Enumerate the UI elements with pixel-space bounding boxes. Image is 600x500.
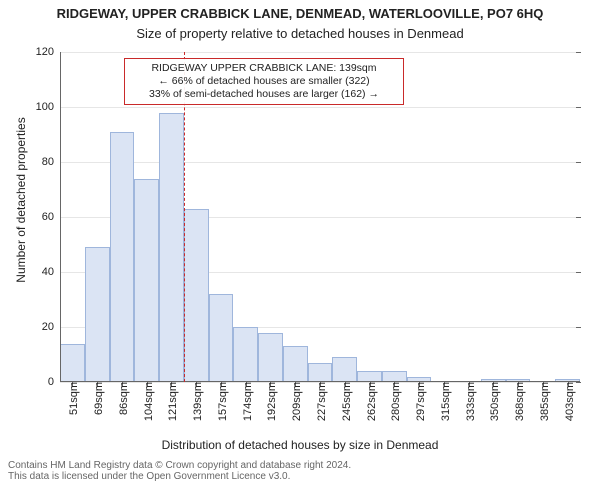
ytick-label: 60 (42, 211, 60, 223)
xtick-label: 104sqm (139, 382, 155, 421)
x-axis-line (60, 381, 580, 382)
annotation-line: 33% of semi-detached houses are larger (… (131, 88, 397, 101)
xtick-label: 69sqm (89, 382, 105, 415)
y-axis-label: Number of detached properties (14, 50, 28, 350)
histogram-bar (209, 294, 234, 382)
xtick-label: 262sqm (362, 382, 378, 421)
y-axis-line (60, 52, 61, 382)
ytick-mark (576, 52, 581, 53)
ytick-label: 0 (48, 376, 60, 388)
xtick-label: 227sqm (312, 382, 328, 421)
histogram-bar (159, 113, 184, 383)
xtick-label: 315sqm (436, 382, 452, 421)
ytick-mark (576, 382, 581, 383)
ytick-label: 20 (42, 321, 60, 333)
histogram-bar (332, 357, 357, 382)
ytick-mark (576, 162, 581, 163)
annotation-box: RIDGEWAY UPPER CRABBICK LANE: 139sqm← 66… (124, 58, 404, 105)
histogram-bar (308, 363, 333, 382)
chart-title-line2: Size of property relative to detached ho… (0, 26, 600, 41)
xtick-label: 157sqm (213, 382, 229, 421)
histogram-bar (258, 333, 283, 383)
x-axis-label: Distribution of detached houses by size … (0, 438, 600, 452)
gridline (60, 52, 580, 53)
xtick-label: 368sqm (510, 382, 526, 421)
ytick-label: 40 (42, 266, 60, 278)
histogram-bar (283, 346, 308, 382)
xtick-label: 86sqm (114, 382, 130, 415)
gridline (60, 107, 580, 108)
histogram-bar (60, 344, 85, 383)
ytick-label: 80 (42, 156, 60, 168)
histogram-bar (134, 179, 159, 383)
ytick-mark (576, 327, 581, 328)
histogram-bar (233, 327, 258, 382)
chart-title-line1: RIDGEWAY, UPPER CRABBICK LANE, DENMEAD, … (0, 6, 600, 21)
xtick-label: 333sqm (461, 382, 477, 421)
ytick-label: 120 (36, 46, 60, 58)
xtick-label: 280sqm (386, 382, 402, 421)
xtick-label: 121sqm (163, 382, 179, 421)
histogram-bar (184, 209, 209, 382)
xtick-label: 192sqm (262, 382, 278, 421)
annotation-line: RIDGEWAY UPPER CRABBICK LANE: 139sqm (131, 62, 397, 75)
ytick-mark (576, 217, 581, 218)
xtick-label: 139sqm (188, 382, 204, 421)
ytick-mark (576, 272, 581, 273)
footer-attribution: Contains HM Land Registry data © Crown c… (8, 460, 351, 482)
annotation-line: ← 66% of detached houses are smaller (32… (131, 75, 397, 88)
histogram-bar (85, 247, 110, 382)
xtick-label: 403sqm (560, 382, 576, 421)
xtick-label: 174sqm (238, 382, 254, 421)
xtick-label: 209sqm (287, 382, 303, 421)
histogram-bar (110, 132, 135, 382)
xtick-label: 51sqm (64, 382, 80, 415)
chart-container: RIDGEWAY, UPPER CRABBICK LANE, DENMEAD, … (0, 0, 600, 500)
ytick-mark (576, 107, 581, 108)
ytick-label: 100 (36, 101, 60, 113)
xtick-label: 385sqm (535, 382, 551, 421)
xtick-label: 297sqm (411, 382, 427, 421)
gridline (60, 162, 580, 163)
xtick-label: 350sqm (485, 382, 501, 421)
xtick-label: 245sqm (337, 382, 353, 421)
